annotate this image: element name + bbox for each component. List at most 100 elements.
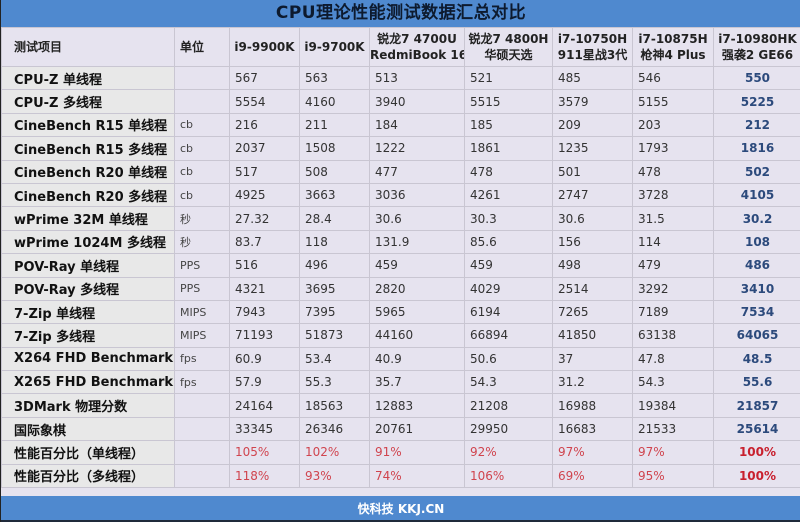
score-cell: 55.3 xyxy=(299,370,370,395)
benchmark-table: 测试项目 单位 i9-9900K i9-9700K 锐龙7 4700U RedmiBo… xyxy=(1,27,800,489)
score-cell: 16683 xyxy=(552,416,633,442)
score-cell: 3292 xyxy=(632,276,714,301)
test-item-label: 性能百分比（单线程） xyxy=(1,440,175,465)
score-cell: 16988 xyxy=(552,393,633,418)
test-item-label: CineBench R20 多线程 xyxy=(1,182,175,208)
table-row: CineBench R15 多线程 cb 2037 1508 1222 1861 1235 1… xyxy=(1,136,800,161)
header-cpu-2: 锐龙7 4700U RedmiBook 16 xyxy=(369,27,465,67)
table-row: X265 FHD Benchmark fps 57.9 55.3 35.7 54.3 31.… xyxy=(1,370,800,395)
score-cell: 4925 xyxy=(229,182,300,208)
table-row: POV-Ray 单线程 PPS 516 496 459 459 498 479 486 xyxy=(1,253,800,278)
header-cpu-3: 锐龙7 4800H 华硕天选 xyxy=(464,27,553,67)
score-cell: 5965 xyxy=(369,299,465,325)
unit-cell: cb xyxy=(174,112,230,138)
score-cell: 53.4 xyxy=(299,346,370,372)
unit-cell xyxy=(174,65,230,91)
test-item-label: POV-Ray 单线程 xyxy=(1,253,175,278)
score-cell: 40.9 xyxy=(369,346,465,372)
score-cell: 486 xyxy=(713,253,800,278)
laptop-model: 911星战3代 xyxy=(557,48,628,62)
test-item-label: CineBench R15 多线程 xyxy=(1,136,175,161)
test-item-label: wPrime 32M 单线程 xyxy=(1,206,175,231)
score-cell: 3663 xyxy=(299,182,370,208)
test-item-label: POV-Ray 多线程 xyxy=(1,276,175,301)
score-cell: 5554 xyxy=(229,89,300,114)
score-cell: 63138 xyxy=(632,323,714,348)
score-cell: 26346 xyxy=(299,416,370,442)
cpu-model: i9-9700K xyxy=(304,40,365,54)
header-cpu-1: i9-9700K xyxy=(299,27,370,67)
test-item-label: wPrime 1024M 多线程 xyxy=(1,229,175,255)
score-cell: 28.4 xyxy=(299,206,370,231)
score-cell: 212 xyxy=(713,112,800,138)
score-cell: 51873 xyxy=(299,323,370,348)
score-cell: 3036 xyxy=(369,182,465,208)
table-row: wPrime 32M 单线程秒 27.32 28.4 30.6 30.3 30.6 31.5… xyxy=(1,206,800,231)
score-cell: 2820 xyxy=(369,276,465,301)
score-cell: 4160 xyxy=(299,89,370,114)
score-cell: 64065 xyxy=(713,323,800,348)
score-cell: 118% xyxy=(229,463,300,489)
score-cell: 7395 xyxy=(299,299,370,325)
score-cell: 91% xyxy=(369,440,465,465)
score-cell: 4321 xyxy=(229,276,300,301)
score-cell: 21533 xyxy=(632,416,714,442)
score-cell: 35.7 xyxy=(369,370,465,395)
score-cell: 93% xyxy=(299,463,370,489)
score-cell: 83.7 xyxy=(229,229,300,255)
score-cell: 1222 xyxy=(369,136,465,161)
score-cell: 516 xyxy=(229,253,300,278)
score-cell: 477 xyxy=(369,159,465,184)
score-cell: 24164 xyxy=(229,393,300,418)
table-row: CineBench R20 多线程 cb 4925 3663 3036 4261 2747 3… xyxy=(1,182,800,208)
score-cell: 54.3 xyxy=(464,370,553,395)
score-cell: 30.2 xyxy=(713,206,800,231)
table-row: 3DMark 物理分数 24164 18563 12883 21208 16988 1938… xyxy=(1,393,800,418)
score-cell: 25614 xyxy=(713,416,800,442)
score-cell: 131.9 xyxy=(369,229,465,255)
unit-cell: PPS xyxy=(174,253,230,278)
score-cell: 30.6 xyxy=(552,206,633,231)
score-cell: 7534 xyxy=(713,299,800,325)
score-cell: 7265 xyxy=(552,299,633,325)
table-body: CPU-Z 单线程 567 563 513 521 485 546 550 CPU-Z 多线程 5… xyxy=(1,65,800,489)
score-cell: 546 xyxy=(632,65,714,91)
score-cell: 21857 xyxy=(713,393,800,418)
source-footer: 快科技 KKJ.CN xyxy=(1,496,800,522)
test-item-label: X264 FHD Benchmark xyxy=(1,346,175,372)
score-cell: 216 xyxy=(229,112,300,138)
score-cell: 3695 xyxy=(299,276,370,301)
score-cell: 550 xyxy=(713,65,800,91)
laptop-model: 枪神4 Plus xyxy=(640,48,706,62)
score-cell: 513 xyxy=(369,65,465,91)
score-cell: 5515 xyxy=(464,89,553,114)
score-cell: 19384 xyxy=(632,393,714,418)
table-row: 7-Zip 单线程 MIPS 7943 7395 5965 6194 7265 7189 753… xyxy=(1,299,800,325)
header-row: 测试项目 单位 i9-9900K i9-9700K 锐龙7 4700U RedmiBo… xyxy=(1,27,800,67)
score-cell: 3728 xyxy=(632,182,714,208)
table-row: CineBench R20 单线程 cb 517 508 477 478 501 478 502 xyxy=(1,159,800,184)
unit-cell: PPS xyxy=(174,276,230,301)
score-cell: 114 xyxy=(632,229,714,255)
table-row: 7-Zip 多线程 MIPS 71193 51873 44160 66894 41850 63… xyxy=(1,323,800,348)
header-item: 测试项目 xyxy=(1,27,175,67)
table-row: wPrime 1024M 多线程秒 83.7 118 131.9 85.6 156 114 1… xyxy=(1,229,800,255)
score-cell: 508 xyxy=(299,159,370,184)
header-unit: 单位 xyxy=(174,27,230,67)
header-cpu-4: i7-10750H 911星战3代 xyxy=(552,27,633,67)
score-cell: 97% xyxy=(552,440,633,465)
cpu-model: i7-10980HK xyxy=(718,32,797,46)
score-cell: 21208 xyxy=(464,393,553,418)
score-cell: 209 xyxy=(552,112,633,138)
score-cell: 105% xyxy=(229,440,300,465)
score-cell: 18563 xyxy=(299,393,370,418)
score-cell: 85.6 xyxy=(464,229,553,255)
score-cell: 478 xyxy=(464,159,553,184)
score-cell: 47.8 xyxy=(632,346,714,372)
table-row: CineBench R15 单线程 cb 216 211 184 185 209 203 212 xyxy=(1,112,800,138)
header-cpu-0: i9-9900K xyxy=(229,27,300,67)
score-cell: 27.32 xyxy=(229,206,300,231)
score-cell: 1861 xyxy=(464,136,553,161)
score-cell: 498 xyxy=(552,253,633,278)
